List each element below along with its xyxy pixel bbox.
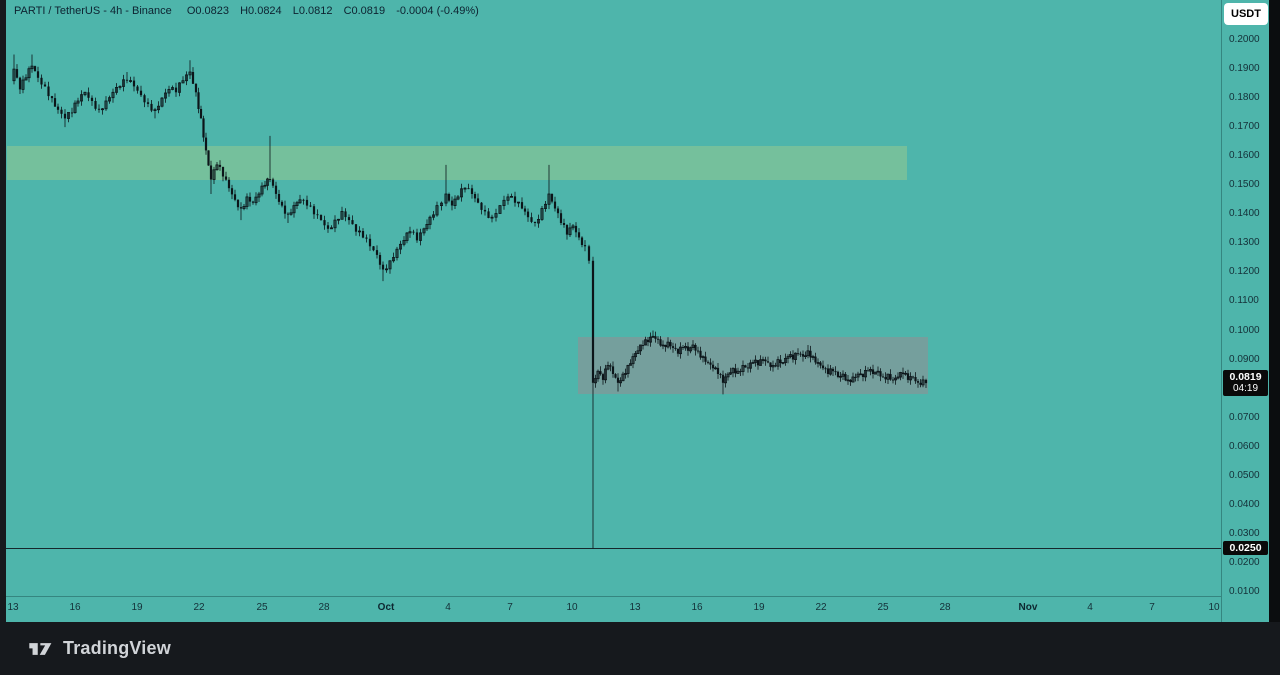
time-axis-label: 25 <box>877 602 889 613</box>
price-axis-label: 0.1100 <box>1229 295 1259 306</box>
tradingview-logo-icon <box>29 642 52 655</box>
price-axis-label: 0.1600 <box>1229 150 1260 161</box>
price-axis-label: 0.0200 <box>1229 557 1260 568</box>
price-axis-label: 0.1300 <box>1229 237 1260 248</box>
time-axis-label: 4 <box>1087 602 1093 613</box>
price-axis-label: 0.1200 <box>1229 266 1260 277</box>
range-box[interactable] <box>578 336 928 394</box>
candlestick-series[interactable] <box>6 0 1221 596</box>
tradingview-logo-text: TradingView <box>63 638 171 658</box>
ohlc-high: H0.0824 <box>240 5 282 17</box>
time-axis-label: 10 <box>1208 602 1220 613</box>
time-axis-label: 7 <box>507 602 513 613</box>
time-axis-label: 25 <box>256 602 268 613</box>
price-axis-label: 0.0500 <box>1229 470 1260 481</box>
time-axis-label: Oct <box>377 602 395 613</box>
time-axis-label: 13 <box>629 602 641 613</box>
chart-legend[interactable]: PARTI / TetherUS - 4h - Binance O0.0823 … <box>14 5 487 17</box>
ohlc-change: -0.0004 (-0.49%) <box>396 5 479 17</box>
price-axis-label: 0.1400 <box>1229 208 1260 219</box>
last-price-value: 0.0819 <box>1229 371 1262 383</box>
time-axis-label: 7 <box>1149 602 1155 613</box>
time-axis-label: 28 <box>318 602 330 613</box>
price-axis-label: 0.0400 <box>1229 499 1260 510</box>
time-axis-label: 28 <box>939 602 951 613</box>
time-axis-label: 22 <box>193 602 205 613</box>
time-axis-label: 19 <box>131 602 143 613</box>
right-edge-strip <box>1269 0 1280 622</box>
price-axis-label: 0.1500 <box>1229 179 1260 190</box>
tradingview-logo[interactable]: TradingView <box>28 638 171 659</box>
price-axis-label: 0.0300 <box>1229 528 1260 539</box>
last-price-label: 0.0819 04:19 <box>1223 370 1268 396</box>
candle-countdown: 04:19 <box>1232 383 1259 394</box>
price-axis-label: 0.1000 <box>1229 325 1260 336</box>
time-axis-label: 13 <box>7 602 19 613</box>
price-axis-label: 0.1800 <box>1229 92 1260 103</box>
time-axis-label: 4 <box>445 602 451 613</box>
time-axis-label: 16 <box>69 602 81 613</box>
ohlc-close: C0.0819 <box>343 5 386 17</box>
supply-zone[interactable] <box>7 146 907 181</box>
bottom-bar: TradingView <box>0 622 1280 675</box>
price-axis-label: 0.0700 <box>1229 412 1260 423</box>
time-axis-label: 10 <box>566 602 578 613</box>
time-axis-label: 19 <box>753 602 765 613</box>
ohlc-open: O0.0823 <box>186 5 230 17</box>
ohlc-low: L0.0812 <box>292 5 333 17</box>
price-axis-label: 0.1700 <box>1229 121 1260 132</box>
price-axis-label: 0.1900 <box>1229 63 1260 74</box>
currency-toggle-button[interactable]: USDT <box>1224 3 1268 25</box>
time-axis-label: 16 <box>691 602 703 613</box>
price-axis-label: 0.2000 <box>1229 34 1260 45</box>
horizontal-price-line[interactable] <box>6 548 1221 549</box>
time-axis-label: Nov <box>1018 602 1038 613</box>
time-axis[interactable]: 13 16 19 22 25 28 Oct 4 7 10 13 16 19 22 25 28 Nov 4 7 10 <box>6 596 1221 622</box>
time-axis-label: 22 <box>815 602 827 613</box>
price-axis-label: 0.0600 <box>1229 441 1260 452</box>
left-edge-strip <box>0 0 6 622</box>
price-axis-label: 0.0100 <box>1229 586 1260 597</box>
chart-pane[interactable]: PARTI / TetherUS - 4h - Binance O0.0823 … <box>6 0 1221 596</box>
line-price-label: 0.0250 <box>1223 541 1268 555</box>
price-axis-label: 0.0900 <box>1229 354 1260 365</box>
price-axis[interactable]: USDT 0.0819 04:19 0.0250 0.2000 0.1900 0.1… <box>1221 0 1269 622</box>
symbol-title[interactable]: PARTI / TetherUS - 4h - Binance <box>14 5 172 17</box>
